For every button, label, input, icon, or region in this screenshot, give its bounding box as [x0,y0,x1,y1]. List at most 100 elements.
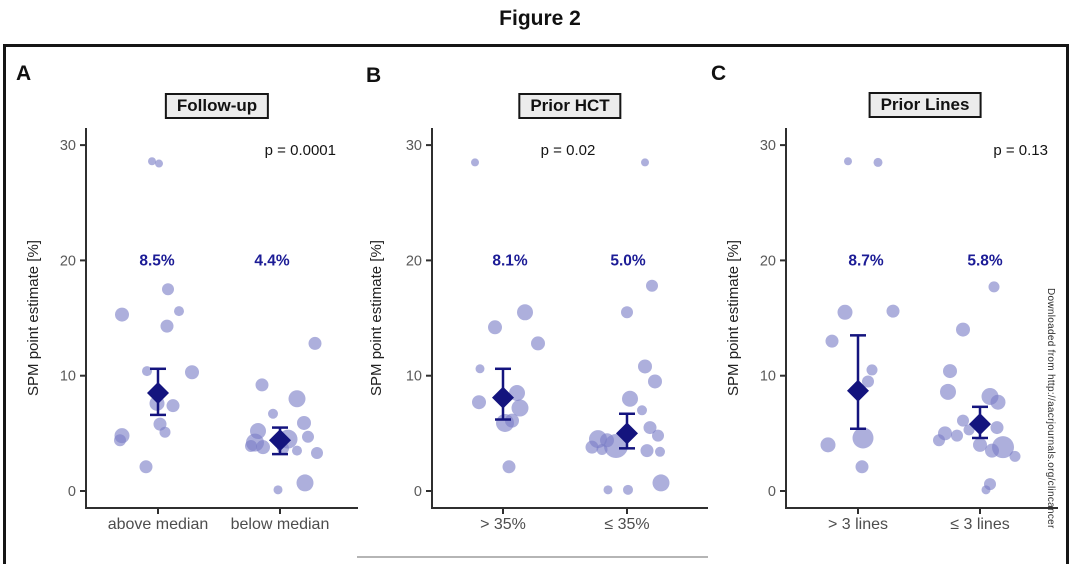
data-point [655,446,665,457]
data-point [643,421,657,435]
data-point [255,378,269,392]
data-point [638,359,652,374]
data-point [488,320,502,335]
y-tick-label: 10 [60,369,76,385]
p-value-label: p = 0.13 [993,142,1048,159]
data-point [825,334,839,348]
mean-value-label: 8.5% [139,252,175,269]
data-point [646,279,658,292]
data-point [963,424,975,436]
data-point [933,434,945,447]
data-point [820,437,836,453]
data-point [886,304,900,318]
data-point [873,157,883,167]
data-point [155,159,163,168]
y-tick-label: 0 [768,484,776,500]
data-point [648,374,662,389]
mean-diamond [969,413,991,436]
y-tick-label: 20 [760,253,776,269]
y-tick-label: 20 [60,253,76,269]
data-point [159,426,171,438]
data-point [951,429,963,442]
data-point [1009,450,1021,462]
data-point [115,307,129,322]
data-point [837,304,853,320]
y-tick-label: 0 [414,484,422,500]
data-point [940,383,956,400]
data-point [641,158,649,167]
x-group-label: ≤ 35% [604,516,649,533]
mean-value-label: 8.1% [492,252,528,269]
data-point [472,395,486,410]
panel-letter: C [711,62,727,85]
y-tick-label: 0 [68,484,76,500]
data-point [148,157,156,166]
panel-letter: A [16,62,32,85]
data-point [990,394,1006,410]
data-point [637,405,647,416]
panel-header: Prior HCT [518,93,622,119]
data-point [866,364,878,376]
x-group-label: above median [108,516,209,533]
x-group-label: ≤ 3 lines [950,516,1009,533]
data-point [981,485,991,495]
y-axis-title: SPM point estimate [%] [25,240,42,396]
data-point [531,336,545,351]
data-point [475,364,485,374]
panel-header: Follow-up [164,93,270,119]
data-point [973,437,987,452]
y-tick-label: 10 [760,369,776,385]
data-point [652,474,670,492]
data-point [990,421,1004,435]
data-point [308,336,322,350]
data-point [956,322,970,337]
mean-diamond [616,422,638,445]
data-point [256,440,270,455]
data-point [160,319,174,333]
data-point [621,306,633,319]
y-tick-label: 30 [60,138,76,154]
data-point [139,460,153,474]
mean-diamond [147,381,169,404]
data-point [604,434,628,459]
download-watermark-text: Downloaded from http://aacrjournals.org/… [1045,288,1056,529]
data-point [174,306,184,317]
y-axis-title: SPM point estimate [%] [368,240,385,396]
panel-letter: B [366,64,382,87]
data-point [517,304,533,321]
data-point [596,443,608,455]
y-tick-label: 20 [406,253,422,269]
data-point [245,440,257,453]
data-point [855,460,869,474]
data-point [988,281,1000,293]
y-axis-title: SPM point estimate [%] [725,240,742,396]
mean-value-label: 5.8% [967,252,1003,269]
mean-diamond [269,429,291,452]
mean-value-label: 8.7% [848,252,884,269]
data-point [862,375,874,388]
p-value-label: p = 0.02 [541,142,596,159]
data-point [585,440,599,454]
data-point [985,443,999,458]
data-point [114,434,126,447]
data-point [957,414,969,427]
p-value-label: p = 0.0001 [265,142,336,159]
data-point [288,390,306,408]
data-point [185,365,199,380]
data-point [844,157,852,166]
data-point [302,430,314,443]
data-point [622,390,638,407]
y-tick-label: 10 [406,369,422,385]
figure-title: Figure 2 [499,7,581,30]
mean-value-label: 5.0% [610,252,646,269]
data-point [268,408,278,419]
data-point [471,158,479,167]
data-point [652,429,664,442]
figure-border-box [3,44,1069,564]
data-point [297,415,311,430]
data-point [623,484,633,495]
data-point [943,364,957,379]
data-point [640,444,654,458]
